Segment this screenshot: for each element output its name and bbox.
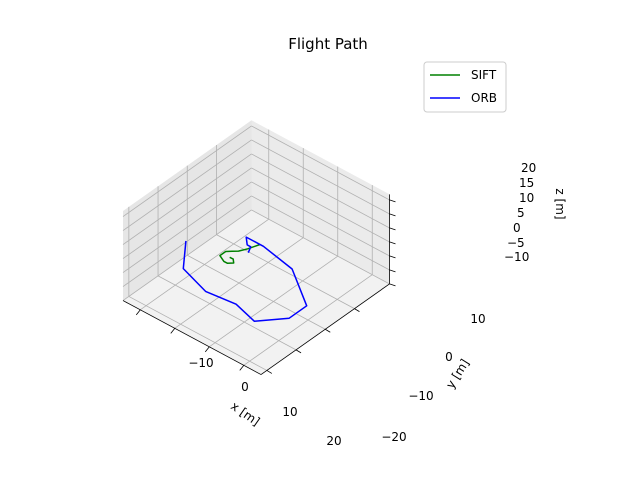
y-tick-label: −10 — [408, 389, 433, 403]
x-axis-line — [122, 300, 262, 375]
wall-grid-line — [122, 195, 252, 287]
z-tick-label: 10 — [519, 191, 534, 205]
wall-grid-line — [122, 167, 252, 259]
wall-grid-line — [122, 181, 252, 273]
x-tick-label: 20 — [326, 434, 341, 448]
wall-grid-line — [251, 209, 390, 285]
wall-grid-line — [122, 125, 252, 217]
floor-grid-line — [216, 234, 355, 310]
z-tick-label: 0 — [513, 221, 521, 235]
x-tick-mark — [135, 309, 141, 316]
tick-marks — [122, 194, 396, 375]
y-tick-label: −20 — [381, 430, 406, 444]
legend: SIFT ORB — [423, 61, 507, 113]
wall-grid-line — [251, 153, 390, 229]
series-line-orb — [182, 236, 308, 323]
z-tick-label: −5 — [507, 236, 525, 250]
wall-grid-line — [251, 139, 390, 215]
floor-grid-line — [128, 296, 268, 371]
x-tick-mark — [239, 365, 245, 371]
floor-grid-line — [157, 275, 297, 351]
wall-grid-line — [122, 209, 252, 301]
y-tick-mark — [325, 328, 331, 333]
x-tick-mark — [170, 328, 176, 334]
y-tick-mark — [266, 370, 273, 374]
series-lines — [182, 236, 308, 323]
z-axis-label: z [m] — [553, 188, 567, 219]
z-tick-label: 20 — [521, 161, 536, 175]
z-tick-label: 5 — [517, 206, 525, 220]
series-line-sift — [219, 243, 261, 264]
wall-grid-line — [122, 139, 252, 231]
wall-grid-line — [122, 153, 252, 245]
y-tick-label: 10 — [470, 312, 485, 326]
z-tick-mark — [389, 227, 396, 231]
z-tick-mark — [389, 269, 396, 273]
legend-label-orb: ORB — [471, 91, 497, 105]
z-tick-label: 15 — [519, 176, 534, 190]
x-axis-label: x [m] — [228, 399, 262, 429]
z-tick-mark — [389, 241, 396, 245]
x-tick-label: 0 — [241, 380, 249, 394]
wall-grid-line — [251, 125, 390, 201]
chart-title: Flight Path — [288, 35, 368, 53]
y-tick-mark — [354, 308, 360, 312]
grid-lines — [122, 125, 390, 371]
x-tick-mark — [204, 346, 210, 353]
legend-label-sift: SIFT — [471, 68, 497, 82]
y-tick-label: 0 — [445, 350, 453, 364]
y-tick-mark — [295, 349, 302, 354]
z-tick-mark — [389, 255, 396, 259]
wall-grid-line — [251, 167, 390, 243]
x-tick-label: 10 — [282, 405, 297, 419]
axis-panes — [123, 120, 390, 375]
z-tick-label: −10 — [504, 250, 529, 264]
floor-grid-line — [187, 254, 326, 330]
x-tick-label: −10 — [188, 356, 213, 370]
z-tick-mark — [389, 283, 396, 287]
back-wall-pane — [251, 120, 390, 284]
z-tick-mark — [389, 199, 396, 203]
wall-grid-line — [251, 195, 390, 271]
wall-grid-line — [251, 181, 390, 257]
z-tick-mark — [389, 213, 396, 217]
